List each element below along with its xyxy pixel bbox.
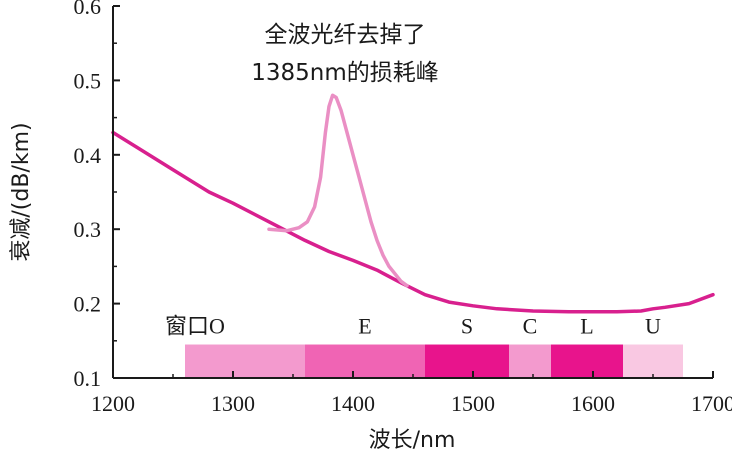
band-labels: 窗口O E S C L U xyxy=(165,313,661,338)
wavelength-bands xyxy=(185,344,683,378)
band-label-5: U xyxy=(645,313,661,338)
band-label-2: S xyxy=(461,313,473,338)
y-tick-label-4: 0.5 xyxy=(74,68,102,93)
band-label-4: L xyxy=(580,313,593,338)
band-4 xyxy=(551,344,623,378)
x-tick-label-1: 1300 xyxy=(211,391,255,416)
band-5 xyxy=(623,344,683,378)
series-line-1 xyxy=(267,93,409,288)
band-0 xyxy=(185,344,305,378)
y-tick-label-0: 0.1 xyxy=(74,366,102,391)
x-ticks: 1200 1300 1400 1500 1600 1700 xyxy=(91,371,732,416)
y-ticks: 0.1 0.2 0.3 0.4 0.5 0.6 xyxy=(74,0,120,391)
band-label-1: E xyxy=(358,313,371,338)
y-tick-label-2: 0.3 xyxy=(74,217,102,242)
annotation-line-2: 1385nm的损耗峰 xyxy=(251,60,439,86)
y-tick-label-3: 0.4 xyxy=(74,143,102,168)
band-1 xyxy=(305,344,425,378)
x-tick-label-5: 1700 xyxy=(691,391,732,416)
band-label-0: 窗口O xyxy=(165,313,225,338)
band-3 xyxy=(509,344,551,378)
band-2 xyxy=(425,344,509,378)
y-tick-label-5: 0.6 xyxy=(74,0,102,19)
x-tick-label-4: 1600 xyxy=(571,391,615,416)
band-label-3: C xyxy=(523,313,538,338)
annotation-line-1: 全波光纤去掉了 xyxy=(265,22,426,48)
x-tick-label-3: 1500 xyxy=(451,391,495,416)
x-axis-label: 波长/nm xyxy=(369,428,456,453)
y-tick-label-1: 0.2 xyxy=(74,292,102,317)
series-line-0 xyxy=(111,130,715,314)
x-tick-label-0: 1200 xyxy=(91,391,135,416)
y-axis-label: 衰减/(dB/km) xyxy=(9,122,34,261)
x-tick-label-2: 1400 xyxy=(331,391,375,416)
series-lines xyxy=(111,93,715,314)
